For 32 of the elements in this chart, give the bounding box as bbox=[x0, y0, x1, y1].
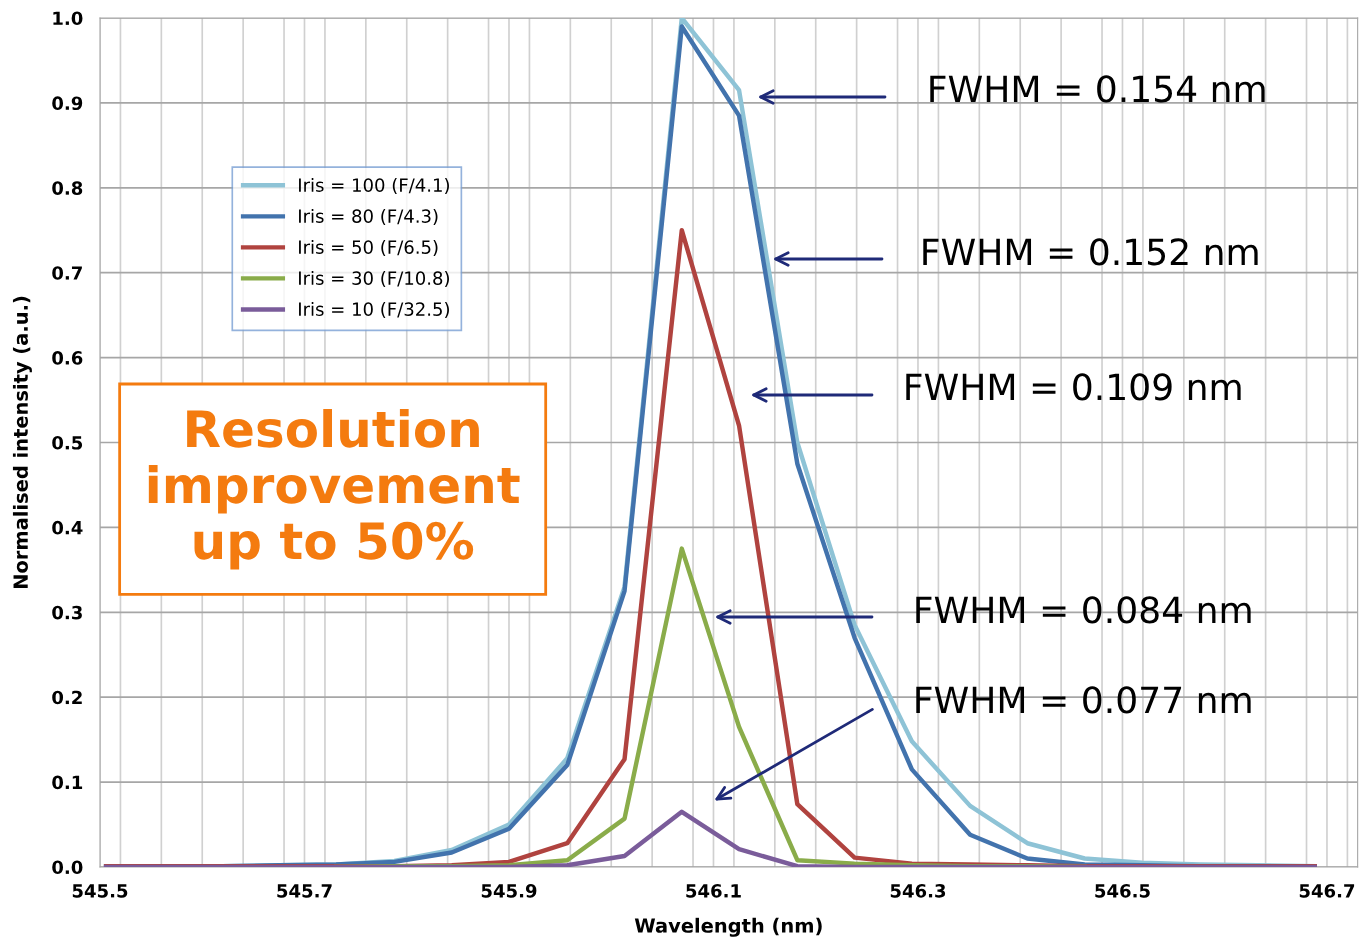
x-tick-label: 546.3 bbox=[890, 883, 946, 898]
line-series bbox=[103, 809, 1317, 867]
y-tick-label: 0.4 bbox=[52, 520, 83, 535]
x-tick-label: 546.7 bbox=[1299, 884, 1355, 898]
y-tick-label: 0.0 bbox=[52, 860, 83, 875]
annotation: FWHM = 0.084 nm bbox=[916, 596, 1251, 624]
annotation: FWHM = 0.077 nm bbox=[916, 686, 1251, 714]
x-tick-label: 545.7 bbox=[277, 884, 332, 898]
legend-label: Iris = 30 (F/10.8) bbox=[299, 270, 449, 288]
legend-label: Iris = 80 (F/4.3) bbox=[299, 208, 438, 226]
annotation: FWHM = 0.154 nm bbox=[930, 75, 1265, 103]
annotation: FWHM = 0.152 nm bbox=[923, 238, 1258, 266]
legend-label: Iris = 100 (F/4.1) bbox=[299, 177, 449, 195]
x-axis-title: Wavelength (nm) bbox=[634, 917, 822, 937]
y-tick-label: 0.6 bbox=[52, 351, 83, 365]
y-tick-label: 0.5 bbox=[52, 435, 83, 450]
x-tick-label: 545.9 bbox=[481, 884, 537, 898]
x-tick-label: 546.5 bbox=[1095, 884, 1150, 898]
y-tick-label: 0.3 bbox=[52, 605, 82, 620]
annotation: Resolution improvement up to 50% bbox=[148, 409, 520, 570]
legend-label: Iris = 50 (F/6.5) bbox=[299, 239, 438, 257]
legend-label: Iris = 10 (F/32.5) bbox=[299, 302, 449, 319]
y-tick-label: 0.8 bbox=[52, 181, 83, 195]
y-tick-label: 1.0 bbox=[53, 11, 83, 26]
x-tick-label: 545.5 bbox=[72, 884, 128, 898]
y-tick-label: 0.1 bbox=[52, 775, 83, 790]
annotation: FWHM = 0.109 nm bbox=[906, 373, 1241, 401]
y-tick-label: 0.7 bbox=[52, 266, 82, 280]
y-tick-label: 0.2 bbox=[52, 690, 82, 705]
x-tick-label: 546.1 bbox=[686, 884, 741, 898]
y-axis-title: Normalised intensity (a.u.) bbox=[12, 296, 32, 589]
y-tick-label: 0.9 bbox=[52, 96, 83, 111]
